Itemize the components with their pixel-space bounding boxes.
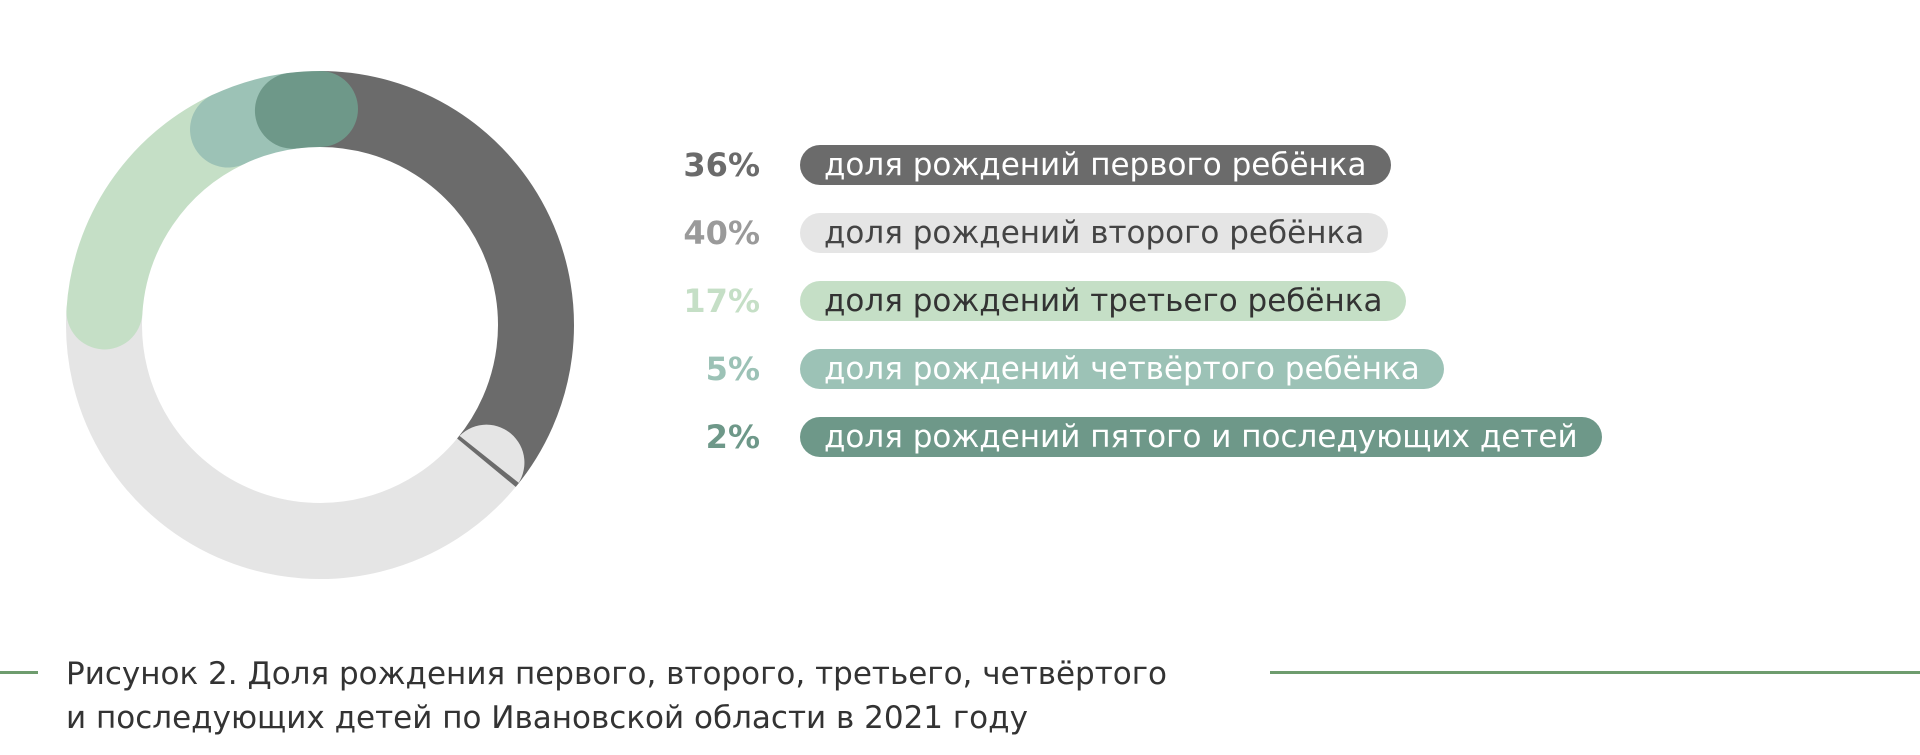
caption-line-2: и последующих детей по Ивановской област… [66,700,1028,736]
donut-slice [254,71,358,149]
figure-caption: Рисунок 2. Доля рождения первого, второг… [66,652,1246,740]
legend-value: 2% [705,418,760,456]
caption-divider-right [1270,671,1920,674]
donut-slice [319,71,574,487]
donut-slice [66,273,525,579]
legend-value: 40% [683,214,760,252]
legend-label: доля рождений третьего ребёнка [800,281,1407,321]
legend-value: 36% [683,146,760,184]
donut-chart [66,71,574,579]
legend-label: доля рождений второго ребёнка [800,213,1389,253]
legend-label: доля рождений первого ребёнка [800,145,1391,185]
donut-slice-edge [457,435,519,487]
caption-line-1: Рисунок 2. Доля рождения первого, второг… [66,656,1167,692]
legend-label: доля рождений пятого и последующих детей [800,417,1602,457]
caption-divider-left [0,671,38,674]
legend-value: 17% [683,282,760,320]
legend-label: доля рождений четвёртого ребёнка [800,349,1444,389]
legend-value: 5% [705,350,760,388]
